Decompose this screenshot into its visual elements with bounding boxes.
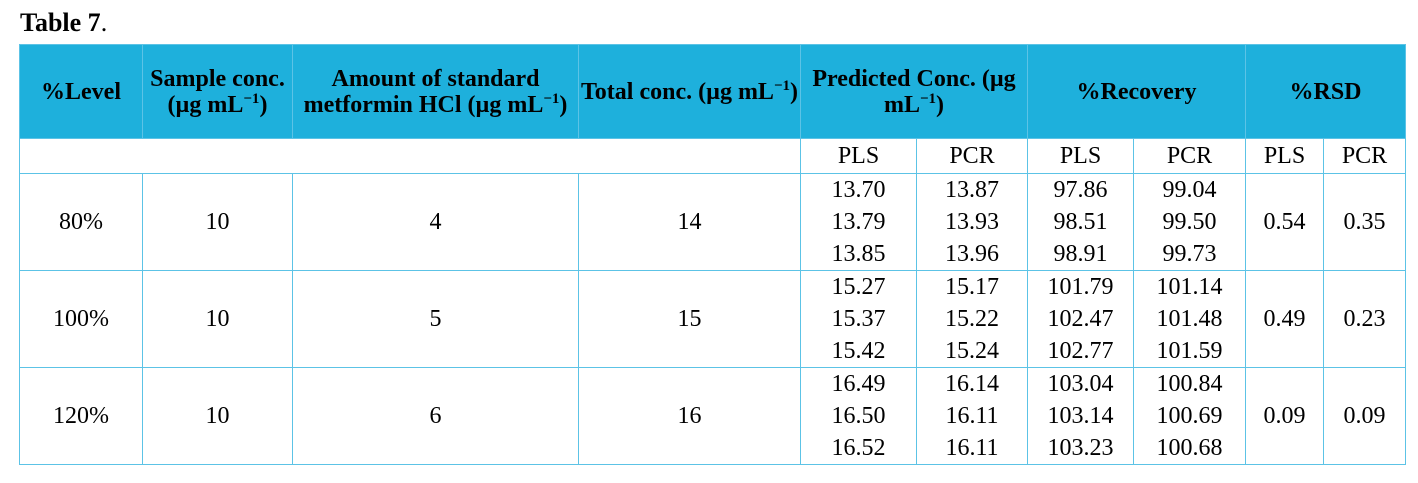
header-cell: %Level [19, 44, 143, 139]
value-cell: 100.69 [1133, 400, 1246, 432]
cell-level: 120% [19, 367, 143, 465]
value-cell: 16.11 [916, 400, 1028, 432]
value-cell: 13.70 [800, 173, 917, 206]
value-cell: 15.24 [916, 335, 1028, 368]
header-sup: −1 [543, 90, 560, 107]
cell-level: 80% [19, 173, 143, 271]
header-text: ) [559, 91, 568, 118]
value-cell: 101.59 [1133, 335, 1246, 368]
value-cell: 13.79 [800, 206, 917, 238]
title-label: Table 7 [20, 8, 101, 37]
data-row: 13.85 13.96 98.91 99.73 [20, 238, 1406, 271]
value-cell: 101.79 [1027, 270, 1134, 303]
subheader-cell: PCR [1133, 138, 1246, 174]
header-text: Sample conc. (µg mL [150, 65, 285, 118]
value-cell: 15.17 [916, 270, 1028, 303]
header-text: ) [790, 78, 798, 105]
subheader-cell: PLS [800, 138, 917, 174]
value-cell: 100.68 [1133, 432, 1246, 465]
value-cell: 99.73 [1133, 238, 1246, 271]
value-cell: 103.14 [1027, 400, 1134, 432]
data-row: 16.52 16.11 103.23 100.68 [20, 432, 1406, 465]
cell-total: 14 [578, 173, 801, 271]
cell-amount: 4 [292, 173, 579, 271]
rsd-cell: 0.35 [1323, 173, 1406, 271]
cell-total: 16 [578, 367, 801, 465]
header-text: ) [259, 91, 268, 118]
subheader-cell: PCR [916, 138, 1028, 174]
subheader-cell: PLS [1245, 138, 1324, 174]
header-row: %Level Sample conc. (µg mL−1) Amount of st… [19, 44, 1406, 139]
header-cell: %RSD [1245, 44, 1406, 139]
value-cell: 15.42 [800, 335, 917, 368]
value-cell: 103.23 [1027, 432, 1134, 465]
value-cell: 15.37 [800, 303, 917, 335]
value-cell: 16.50 [800, 400, 917, 432]
header-text: Amount of standard metformin HCl (µg mL [303, 65, 544, 118]
value-cell: 15.22 [916, 303, 1028, 335]
value-cell: 13.87 [916, 173, 1028, 206]
value-cell: 16.52 [800, 432, 917, 465]
rsd-cell: 0.49 [1245, 270, 1324, 368]
value-cell: 98.51 [1027, 206, 1134, 238]
header-cell: Total conc. (µg mL−1) [578, 44, 801, 139]
cell-sample: 10 [142, 270, 293, 368]
value-cell: 103.04 [1027, 367, 1134, 400]
value-cell: 100.84 [1133, 367, 1246, 400]
data-row: 100% 10 5 15 15.27 15.17 101.79 101.14 0.49 0.23 [19, 270, 1406, 368]
cell-sample: 10 [142, 367, 293, 465]
table-title: Table 7. [20, 8, 107, 38]
value-cell: 15.27 [800, 270, 917, 303]
header-text: Total conc. (µg mL [581, 78, 774, 105]
value-cell: 16.49 [800, 367, 917, 400]
header-cell: %Recovery [1027, 44, 1246, 139]
data-row: 80% 10 4 14 13.70 13.87 97.86 99.04 0.54 0.35 [19, 173, 1406, 271]
value-cell: 13.93 [916, 206, 1028, 238]
header-text: ) [936, 91, 945, 118]
value-cell: 102.47 [1027, 303, 1134, 335]
header-sup: −1 [243, 90, 260, 107]
rsd-cell: 0.09 [1323, 367, 1406, 465]
value-cell: 98.91 [1027, 238, 1134, 271]
rsd-cell: 0.23 [1323, 270, 1406, 368]
data-row: 120% 10 6 16 16.49 16.14 103.04 100.84 0.09 0.09 [19, 367, 1406, 465]
cell-amount: 5 [292, 270, 579, 368]
value-cell: 102.77 [1027, 335, 1134, 368]
cell-amount: 6 [292, 367, 579, 465]
header-text: Predicted Conc. (µg mL [812, 65, 1016, 118]
value-cell: 16.14 [916, 367, 1028, 400]
value-cell: 16.11 [916, 432, 1028, 465]
value-cell: 97.86 [1027, 173, 1134, 206]
value-cell: 13.85 [800, 238, 917, 271]
value-cell: 13.96 [916, 238, 1028, 271]
value-cell: 99.04 [1133, 173, 1246, 206]
title-punct: . [100, 8, 108, 37]
cell-level: 100% [19, 270, 143, 368]
header-cell: Amount of standard metformin HCl (µg mL−… [292, 44, 579, 139]
header-cell: Sample conc. (µg mL−1) [142, 44, 293, 139]
rsd-cell: 0.54 [1245, 173, 1324, 271]
cell-sample: 10 [142, 173, 293, 271]
value-cell: 101.48 [1133, 303, 1246, 335]
header-cell: Predicted Conc. (µg mL−1) [800, 44, 1028, 139]
rsd-cell: 0.09 [1245, 367, 1324, 465]
subheader-row: PLS PCR PLS PCR PLS PCR [19, 138, 1406, 174]
cell-total: 15 [578, 270, 801, 368]
subheader-cell: PCR [1323, 138, 1406, 174]
value-cell: 99.50 [1133, 206, 1246, 238]
subheader-cell: PLS [1027, 138, 1134, 174]
data-table: %Level Sample conc. (µg mL−1) Amount of st… [19, 44, 1406, 465]
data-row: 16.50 16.11 103.14 100.69 [20, 400, 1406, 432]
header-text: %RSD [1289, 78, 1362, 105]
header-sup: −1 [919, 90, 937, 107]
header-text: %Level [41, 78, 121, 105]
data-row: 15.37 15.22 102.47 101.48 [20, 303, 1406, 335]
data-row: 13.79 13.93 98.51 99.50 [20, 206, 1406, 238]
value-cell: 101.14 [1133, 270, 1246, 303]
header-text: %Recovery [1076, 78, 1197, 105]
empty-cell [19, 138, 801, 174]
header-sup: −1 [773, 77, 790, 94]
